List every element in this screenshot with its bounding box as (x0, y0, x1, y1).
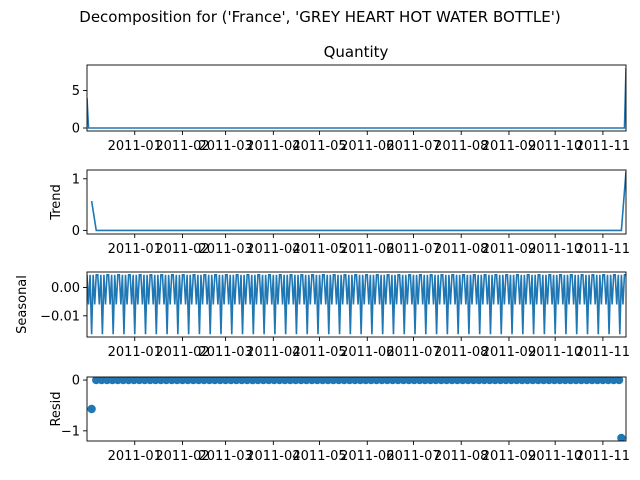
trend-ytick-label: 1 (72, 172, 80, 187)
resid-xtick-label: 2011-10 (528, 449, 582, 464)
trend-panel: 012011-012011-022011-032011-042011-05201… (49, 169, 630, 257)
seasonal-xtick-label: 2011-01 (108, 345, 162, 360)
resid-xtick-label: 2011-07 (386, 449, 440, 464)
resid-data (87, 377, 626, 441)
seasonal-panel: 0.00−0.012011-012011-022011-032011-04201… (15, 271, 630, 360)
resid-ylabel: Resid (49, 391, 64, 426)
seasonal-axes-frame (86, 271, 627, 338)
resid-ytick-label: −1 (61, 424, 80, 439)
resid-panel: 0−12011-012011-022011-032011-042011-0520… (49, 374, 630, 464)
quantity-xtick-label: 2011-02 (155, 139, 209, 154)
seasonal-xtick-label: 2011-05 (292, 345, 346, 360)
quantity-panel: 052011-012011-022011-032011-042011-05201… (72, 64, 630, 154)
seasonal-xtick-label: 2011-02 (155, 345, 209, 360)
resid-xtick-label: 2011-04 (246, 449, 300, 464)
quantity-panel-title: Quantity (324, 43, 389, 61)
trend-axes-frame (86, 169, 627, 235)
seasonal-ylabel: Seasonal (15, 275, 30, 334)
trend-xtick-label: 2011-03 (198, 242, 252, 257)
trend-xtick-label: 2011-08 (434, 242, 488, 257)
quantity-xtick-label: 2011-08 (434, 139, 488, 154)
quantity-ytick-label: 5 (72, 84, 80, 99)
trend-xtick-label: 2011-07 (386, 242, 440, 257)
quantity-xtick-label: 2011-06 (340, 139, 394, 154)
seasonal-xtick-label: 2011-03 (198, 345, 252, 360)
trend-xtick-label: 2011-01 (108, 242, 162, 257)
quantity-xtick-label: 2011-03 (198, 139, 252, 154)
quantity-xtick-label: 2011-05 (292, 139, 346, 154)
resid-point (614, 377, 624, 385)
seasonal-xtick-label: 2011-11 (576, 345, 630, 360)
seasonal-data (87, 274, 626, 335)
quantity-ytick-label: 0 (72, 122, 80, 137)
resid-xtick-label: 2011-08 (434, 449, 488, 464)
quantity-xtick-label: 2011-01 (108, 139, 162, 154)
trend-xtick-label: 2011-06 (340, 242, 394, 257)
resid-xtick-label: 2011-05 (292, 449, 346, 464)
quantity-axes-frame (86, 64, 627, 132)
seasonal-xtick-label: 2011-06 (340, 345, 394, 360)
trend-xtick-label: 2011-02 (155, 242, 209, 257)
quantity-data (87, 67, 626, 129)
trend-series-line (90, 171, 626, 232)
figure-suptitle: Decomposition for ('France', 'GREY HEART… (79, 8, 560, 26)
trend-xtick-label: 2011-10 (528, 242, 582, 257)
quantity-xtick-label: 2011-07 (386, 139, 440, 154)
seasonal-xtick-label: 2011-08 (434, 345, 488, 360)
seasonal-ytick-label: 0.00 (51, 281, 80, 296)
resid-point (617, 433, 626, 441)
trend-xtick-label: 2011-04 (246, 242, 300, 257)
seasonal-xtick-label: 2011-10 (528, 345, 582, 360)
quantity-series-line (87, 67, 626, 129)
resid-ytick-label: 0 (72, 374, 80, 389)
trend-ylabel: Trend (49, 184, 64, 221)
trend-xtick-label: 2011-11 (576, 242, 630, 257)
quantity-xtick-label: 2011-09 (482, 139, 536, 154)
quantity-xtick-label: 2011-10 (528, 139, 582, 154)
seasonal-xtick-label: 2011-07 (386, 345, 440, 360)
trend-xtick-label: 2011-09 (482, 242, 536, 257)
resid-xtick-label: 2011-01 (108, 449, 162, 464)
seasonal-xtick-label: 2011-09 (482, 345, 536, 360)
resid-xtick-label: 2011-06 (340, 449, 394, 464)
seasonal-ytick-label: −0.01 (40, 309, 80, 324)
seasonal-series-line (87, 274, 626, 335)
resid-point (87, 404, 96, 414)
resid-axes-frame (86, 376, 627, 442)
resid-xtick-label: 2011-03 (198, 449, 252, 464)
trend-xtick-label: 2011-05 (292, 242, 346, 257)
resid-xtick-label: 2011-11 (576, 449, 630, 464)
resid-xtick-label: 2011-09 (482, 449, 536, 464)
trend-data (90, 171, 626, 232)
quantity-xtick-label: 2011-11 (576, 139, 630, 154)
trend-ytick-label: 0 (72, 224, 80, 239)
seasonal-xtick-label: 2011-04 (246, 345, 300, 360)
resid-xtick-label: 2011-02 (155, 449, 209, 464)
quantity-xtick-label: 2011-04 (246, 139, 300, 154)
